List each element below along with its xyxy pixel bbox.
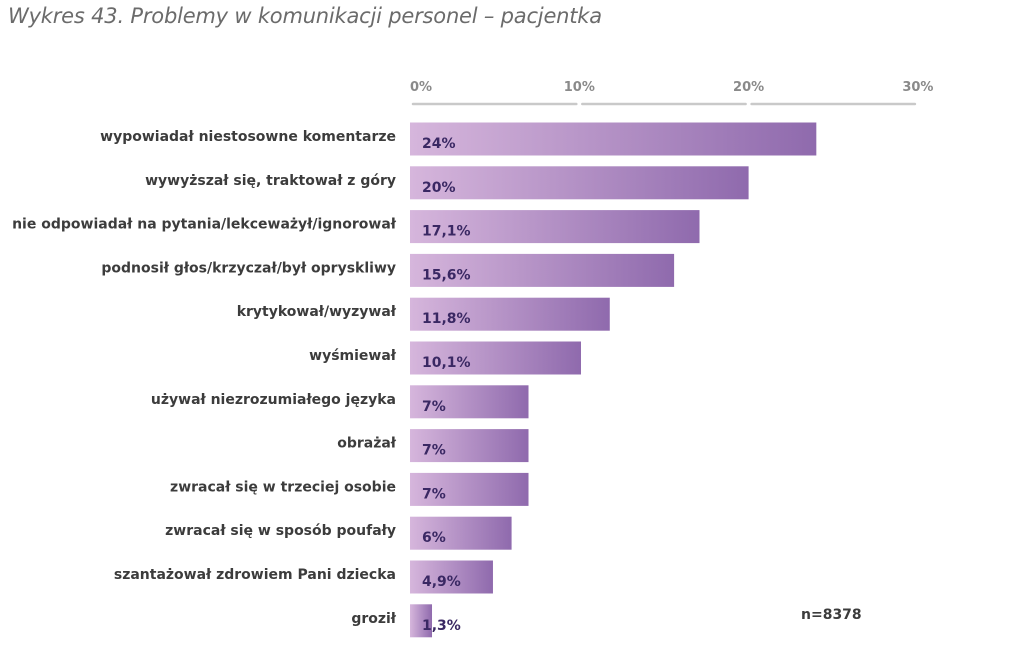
category-labels: wypowiadał niestosowne komentarze wywyższ… [12, 129, 397, 627]
x-tick-label: 20% [733, 80, 764, 95]
bar-value-label: 4,9% [422, 574, 461, 590]
bar [410, 210, 700, 244]
category-label: obrażał [337, 436, 397, 452]
chart-title: Wykres 43. Problemy w komunikacji person… [8, 4, 602, 28]
bar-value-label: 17,1% [422, 224, 471, 240]
bar-value-label: 7% [422, 443, 446, 459]
bar [410, 122, 817, 156]
bar [410, 166, 749, 200]
bar [410, 297, 610, 331]
x-tick-label: 30% [902, 80, 933, 95]
bar [410, 604, 433, 638]
bar [410, 560, 493, 594]
bar-value-label: 6% [422, 530, 446, 546]
category-label: nie odpowiadał na pytania/lekceważył/ign… [12, 217, 397, 233]
x-axis: 0% 10% 20% 30% [410, 80, 933, 106]
sample-size-note: n=8378 [801, 607, 862, 623]
category-label: krytykował/wyzywał [237, 304, 397, 320]
bar-value-label: 11,8% [422, 311, 471, 327]
category-label: zwracał się w trzeciej osobie [170, 479, 396, 495]
bar [410, 516, 512, 550]
category-label: wywyższał się, traktował z góry [145, 173, 396, 189]
category-label: zwracał się w sposób poufały [165, 523, 396, 539]
bar-value-label: 7% [422, 486, 446, 502]
bar-value-label: 10,1% [422, 355, 471, 371]
bar [410, 385, 529, 419]
bar [410, 472, 529, 506]
category-label: używał niezrozumiałego języka [151, 392, 396, 408]
bar-value-label: 20% [422, 180, 456, 196]
x-tick-label: 0% [410, 80, 432, 95]
category-label: wypowiadał niestosowne komentarze [100, 129, 396, 145]
category-label: wyśmiewał [309, 348, 397, 364]
x-tick-label: 10% [564, 80, 595, 95]
bar-value-label: 7% [422, 399, 446, 415]
category-label: podnosił głos/krzyczał/był opryskliwy [101, 260, 396, 276]
bars: 24% 20% 17,1% 15,6% 11,8% 10,1% 7% 7% 7% 6% 4,9% 1,… [410, 122, 817, 638]
bar [410, 253, 675, 287]
bar-value-label: 15,6% [422, 267, 471, 283]
bar-value-label: 24% [422, 136, 456, 152]
bar [410, 341, 581, 375]
bar [410, 429, 529, 463]
category-label: szantażował zdrowiem Pani dziecka [114, 567, 396, 583]
bar-value-label: 1,3% [422, 618, 461, 634]
category-label: groził [351, 611, 396, 627]
